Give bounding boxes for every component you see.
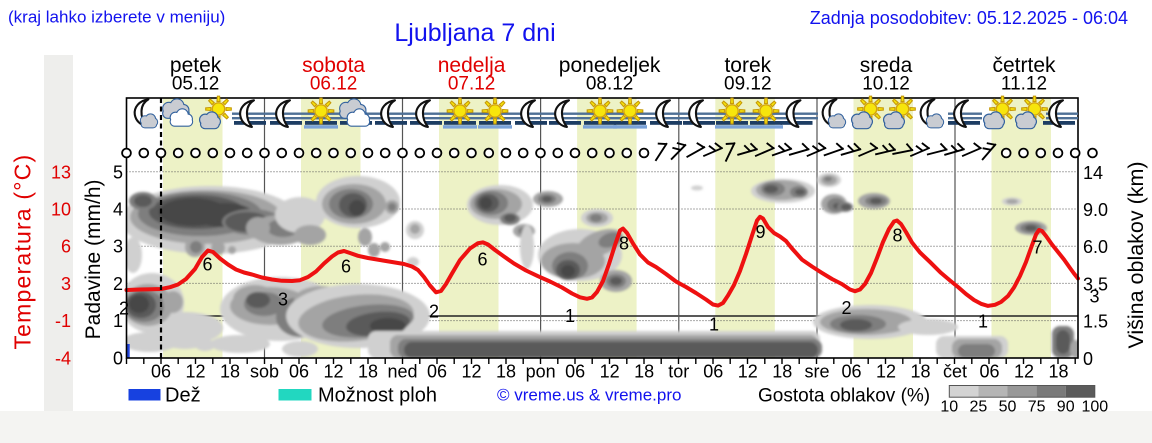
svg-text:50: 50: [999, 399, 1017, 416]
svg-text:2: 2: [113, 274, 123, 294]
svg-text:6: 6: [202, 255, 212, 275]
svg-text:12: 12: [876, 362, 896, 382]
svg-text:12: 12: [461, 362, 481, 382]
svg-text:2: 2: [429, 302, 439, 322]
svg-text:10.12: 10.12: [862, 74, 910, 95]
svg-text:18: 18: [220, 362, 240, 382]
svg-text:petek: petek: [170, 54, 222, 77]
svg-text:18: 18: [1048, 362, 1068, 382]
svg-text:12: 12: [1014, 362, 1034, 382]
svg-text:2: 2: [119, 299, 129, 319]
svg-text:6: 6: [477, 250, 487, 270]
svg-text:6: 6: [61, 237, 71, 257]
svg-text:1: 1: [113, 311, 123, 331]
svg-text:3: 3: [61, 274, 71, 294]
svg-text:1: 1: [565, 306, 575, 326]
svg-text:sob: sob: [250, 362, 279, 382]
svg-text:100: 100: [1081, 399, 1108, 416]
svg-text:Dež: Dež: [165, 385, 201, 407]
svg-text:07.12: 07.12: [448, 74, 496, 95]
svg-text:18: 18: [772, 362, 792, 382]
svg-text:tor: tor: [668, 362, 689, 382]
svg-text:06: 06: [427, 362, 447, 382]
svg-text:5: 5: [113, 162, 123, 182]
svg-text:četrtek: četrtek: [992, 54, 1056, 77]
svg-text:(kraj lahko izberete v meniju): (kraj lahko izberete v meniju): [8, 8, 225, 27]
svg-text:7: 7: [1032, 238, 1042, 258]
svg-text:06: 06: [841, 362, 861, 382]
svg-text:© vreme.us & vreme.pro: © vreme.us & vreme.pro: [497, 386, 681, 405]
svg-text:Ljubljana 7 dni: Ljubljana 7 dni: [394, 19, 555, 47]
svg-text:6.0: 6.0: [1083, 237, 1108, 257]
svg-text:1.5: 1.5: [1083, 312, 1108, 332]
svg-text:13: 13: [51, 162, 71, 182]
svg-text:9: 9: [755, 222, 765, 242]
svg-text:05.12: 05.12: [172, 74, 220, 95]
svg-text:1: 1: [978, 312, 988, 332]
svg-text:75: 75: [1028, 399, 1046, 416]
svg-text:12: 12: [185, 362, 205, 382]
svg-text:06.12: 06.12: [310, 74, 358, 95]
svg-text:10: 10: [51, 200, 71, 220]
svg-text:18: 18: [496, 362, 516, 382]
svg-text:torek: torek: [724, 54, 771, 77]
svg-text:Temperatura (°C): Temperatura (°C): [10, 154, 36, 350]
svg-text:8: 8: [892, 226, 902, 246]
svg-text:10: 10: [940, 399, 958, 416]
svg-text:ponedeljek: ponedeljek: [559, 54, 661, 77]
svg-text:06: 06: [151, 362, 171, 382]
svg-text:3: 3: [1089, 287, 1099, 307]
svg-text:9.0: 9.0: [1083, 200, 1108, 220]
svg-text:18: 18: [910, 362, 930, 382]
svg-text:06: 06: [703, 362, 723, 382]
svg-text:06: 06: [979, 362, 999, 382]
svg-text:4: 4: [113, 200, 123, 220]
svg-text:3.5: 3.5: [1083, 274, 1108, 294]
svg-text:pon: pon: [526, 362, 556, 382]
svg-text:nedelja: nedelja: [438, 54, 506, 77]
svg-text:sre: sre: [804, 362, 829, 382]
svg-text:08.12: 08.12: [586, 74, 634, 95]
svg-text:čet: čet: [943, 362, 967, 382]
svg-text:Padavine (mm/h): Padavine (mm/h): [82, 179, 105, 339]
svg-text:25: 25: [970, 399, 988, 416]
svg-text:1: 1: [709, 315, 719, 335]
svg-text:12: 12: [323, 362, 343, 382]
svg-text:06: 06: [565, 362, 585, 382]
svg-text:06: 06: [289, 362, 309, 382]
svg-text:14: 14: [1083, 163, 1103, 183]
svg-text:3: 3: [278, 290, 288, 310]
svg-text:2: 2: [841, 298, 851, 318]
svg-text:3: 3: [113, 237, 123, 257]
svg-text:-4: -4: [55, 348, 71, 368]
svg-text:Možnost ploh: Možnost ploh: [318, 385, 437, 407]
svg-text:18: 18: [634, 362, 654, 382]
svg-text:0: 0: [113, 348, 123, 368]
svg-text:Gostota oblakov (%): Gostota oblakov (%): [758, 386, 930, 407]
svg-text:-1: -1: [55, 311, 71, 331]
svg-text:90: 90: [1057, 399, 1075, 416]
svg-text:18: 18: [358, 362, 378, 382]
svg-text:8: 8: [619, 234, 629, 254]
svg-text:09.12: 09.12: [724, 74, 772, 95]
svg-text:sreda: sreda: [860, 54, 913, 77]
svg-text:sobota: sobota: [302, 54, 365, 77]
svg-text:Zadnja posodobitev: 05.12.2025: Zadnja posodobitev: 05.12.2025 - 06:04: [810, 8, 1128, 28]
svg-text:6: 6: [341, 257, 351, 277]
svg-text:ned: ned: [387, 362, 417, 382]
svg-text:11.12: 11.12: [1001, 74, 1047, 95]
svg-text:12: 12: [600, 362, 620, 382]
svg-text:12: 12: [738, 362, 758, 382]
svg-text:Višina oblakov (km): Višina oblakov (km): [1124, 161, 1148, 348]
svg-text:0: 0: [1083, 349, 1093, 369]
